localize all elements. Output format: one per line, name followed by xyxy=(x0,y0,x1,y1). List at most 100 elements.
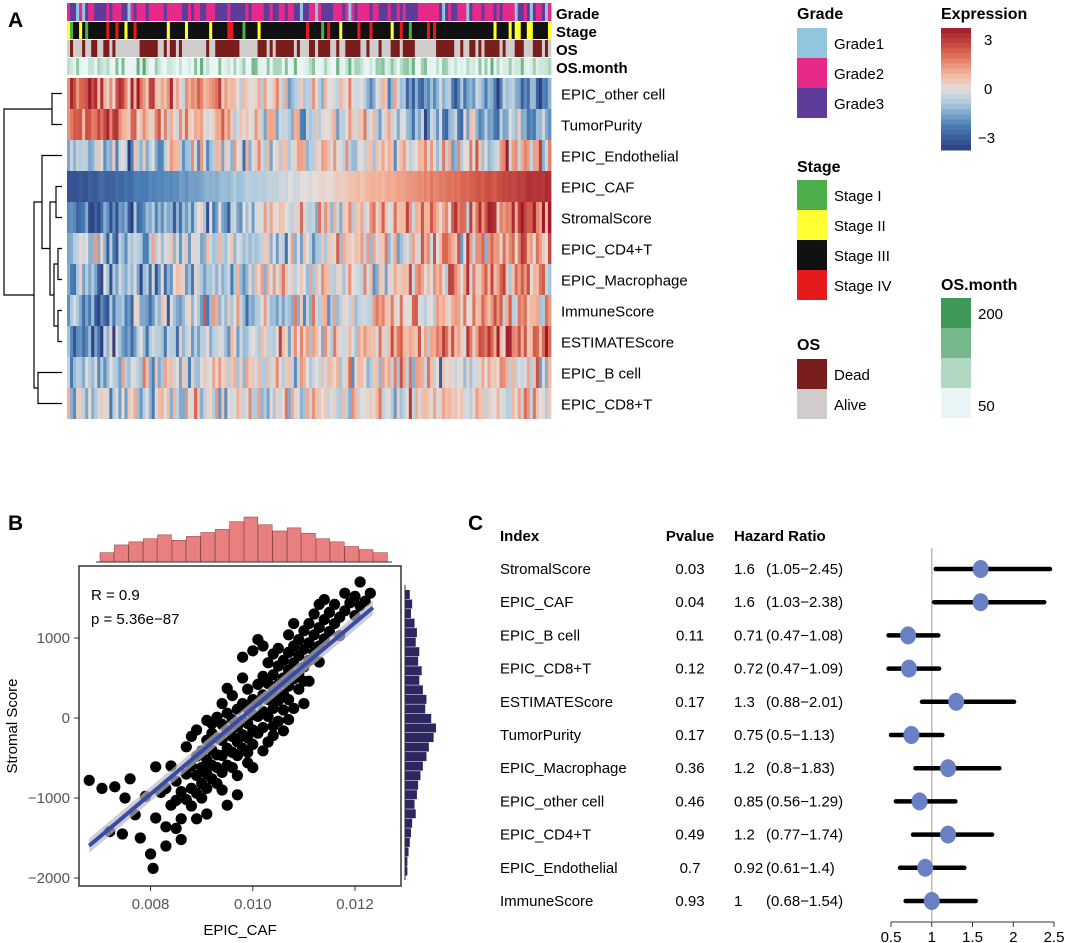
expression-colorbar-step xyxy=(941,129,971,136)
heatmap-cell xyxy=(366,295,370,326)
annotation-cell xyxy=(312,3,316,21)
heatmap-row-epic-cd8-t xyxy=(67,388,552,419)
heatmap-cell xyxy=(454,388,458,419)
heatmap-cell xyxy=(460,295,464,326)
heatmap-cell xyxy=(336,388,340,419)
heatmap-cell xyxy=(76,264,80,295)
annotation-cell xyxy=(184,58,189,75)
heatmap-cell xyxy=(502,264,507,295)
right-histogram-bar xyxy=(405,809,416,819)
heatmap-cell xyxy=(287,202,292,233)
scatter-point xyxy=(288,618,300,630)
annotation-cell xyxy=(541,3,546,21)
heatmap-cell xyxy=(451,202,455,233)
heatmap-cell xyxy=(109,388,113,419)
x-tick-label: 0.012 xyxy=(336,896,374,913)
heatmap-cell xyxy=(151,109,156,140)
annotation-cell xyxy=(336,22,340,39)
heatmap-cell xyxy=(206,326,210,357)
heatmap-cell xyxy=(209,326,213,357)
annotation-cell xyxy=(414,58,419,75)
heatmap-cell xyxy=(505,295,510,326)
heatmap-cell xyxy=(209,357,213,388)
heatmap-cell xyxy=(372,264,376,295)
forest-row: EPIC_Macrophage 0.36 1.2 (0.8−1.83) xyxy=(500,759,1002,778)
heatmap-cell xyxy=(118,202,122,233)
heatmap-cell xyxy=(463,264,467,295)
heatmap-cell xyxy=(299,202,304,233)
heatmap-cell xyxy=(296,295,301,326)
heatmap-cell xyxy=(184,295,189,326)
heatmap-cell xyxy=(372,140,376,171)
annotation-cell xyxy=(130,22,134,39)
annotation-cell xyxy=(420,40,425,57)
heatmap-cell xyxy=(278,78,283,109)
annotation-cell xyxy=(233,3,237,21)
heatmap-cell xyxy=(151,233,156,264)
heatmap-cell xyxy=(287,295,292,326)
heatmap-cell xyxy=(466,388,470,419)
heatmap-cell xyxy=(172,202,177,233)
annotation-cell xyxy=(221,58,225,75)
heatmap-cell xyxy=(191,109,195,140)
heatmap-cell xyxy=(118,295,122,326)
annotation-cell xyxy=(454,40,458,57)
heatmap-cell xyxy=(496,295,500,326)
heatmap-cell xyxy=(487,140,491,171)
annotation-cell xyxy=(257,22,261,39)
heatmap-cell xyxy=(236,295,240,326)
heatmap-cell xyxy=(535,202,540,233)
annotation-cell xyxy=(181,40,186,57)
heatmap-cell xyxy=(520,171,525,202)
heatmap-cell xyxy=(333,357,337,388)
annotation-cell xyxy=(405,22,410,39)
annotation-cell xyxy=(203,58,207,75)
heatmap-cell xyxy=(436,78,440,109)
annotation-cell xyxy=(408,3,413,21)
annotation-cell xyxy=(493,58,497,75)
heatmap-cell xyxy=(257,264,261,295)
heatmap-cell xyxy=(541,78,546,109)
expression-legend-title: Expression xyxy=(941,6,1027,23)
heatmap-cell xyxy=(529,233,534,264)
heatmap-cell xyxy=(100,140,104,171)
annotation-cell xyxy=(375,58,379,75)
forest-point xyxy=(948,692,965,711)
heatmap-cell xyxy=(275,388,280,419)
annotation-cell xyxy=(127,22,131,39)
heatmap-cell xyxy=(178,295,183,326)
scatter-point xyxy=(257,745,269,757)
heatmap-cell xyxy=(478,295,482,326)
heatmap-cell xyxy=(88,202,92,233)
annotation-cell xyxy=(547,3,552,21)
heatmap-cell xyxy=(466,264,470,295)
heatmap-cell xyxy=(420,264,425,295)
heatmap-cell xyxy=(85,202,89,233)
annotation-cell xyxy=(493,22,497,39)
heatmap-cell xyxy=(469,326,473,357)
annotation-cell xyxy=(321,3,325,21)
annotation-cell xyxy=(526,40,531,57)
top-histogram-bar xyxy=(286,527,302,563)
heatmap-cell xyxy=(363,233,367,264)
heatmap-cell xyxy=(302,78,307,109)
stage-legend-title: Stage xyxy=(797,159,841,176)
heatmap-cell xyxy=(233,171,237,202)
heatmap-cell xyxy=(448,295,452,326)
annotation-cell xyxy=(97,22,101,39)
heatmap-cell xyxy=(200,233,204,264)
forest-pvalue: 0.49 xyxy=(675,827,704,844)
heatmap-cell xyxy=(433,326,437,357)
heatmap-cell xyxy=(215,202,219,233)
heatmap-cell xyxy=(70,233,74,264)
scatter-point xyxy=(175,786,187,798)
heatmap-cell xyxy=(387,202,392,233)
annotation-cell xyxy=(451,58,455,75)
annotation-cell xyxy=(139,40,144,57)
heatmap-cell xyxy=(139,264,144,295)
heatmap-cell xyxy=(305,109,310,140)
heatmap-cell xyxy=(200,78,204,109)
heatmap-cell xyxy=(357,264,361,295)
heatmap-cell xyxy=(239,326,243,357)
heatmap-cell xyxy=(408,233,413,264)
